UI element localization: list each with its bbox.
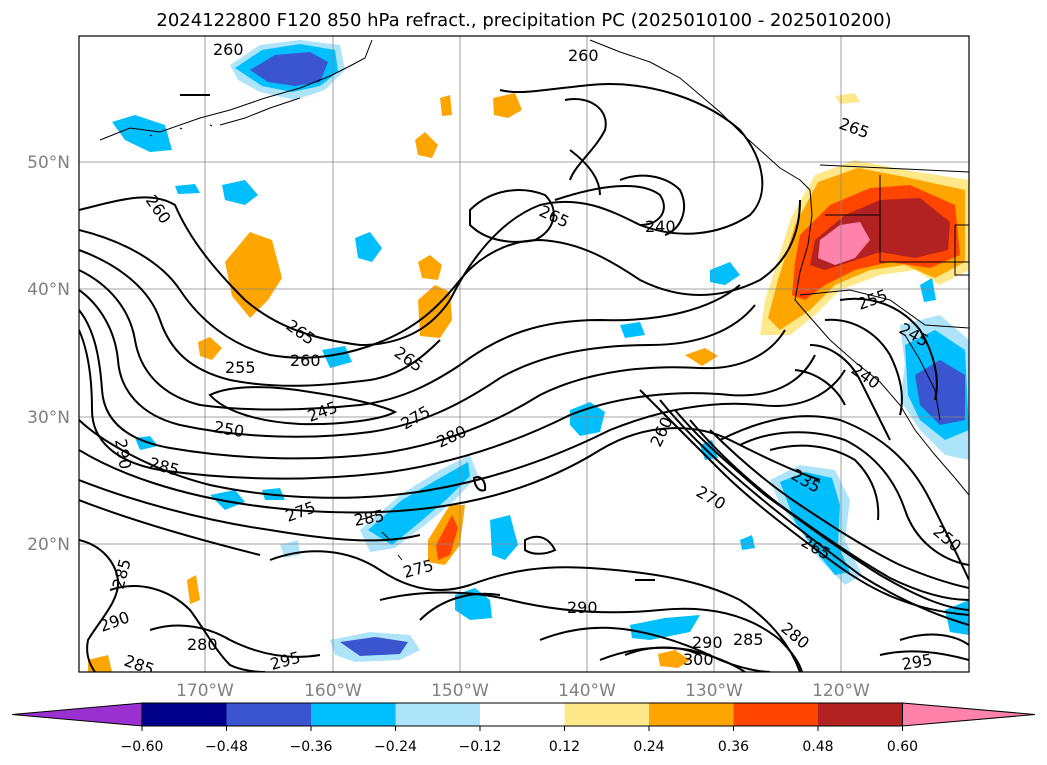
lon-label: 140°W: [558, 681, 616, 701]
lat-label: 40°N: [27, 280, 70, 300]
contour-label: 240: [645, 217, 676, 236]
colorbar-segment: [226, 703, 312, 726]
contour-label: 260: [290, 351, 321, 370]
colorbar-segment: [395, 703, 481, 726]
colorbar-tick-label: −0.48: [205, 739, 248, 755]
colorbar: −0.60 −0.48 −0.36 −0.24 −0.12 0.12 0.24 0.36 0.4…: [11, 702, 1036, 755]
map-panel: 260 260 265 260 265 265 260 255 265 245 …: [79, 36, 969, 674]
colorbar-tick-label: −0.12: [459, 739, 502, 755]
colorbar-extend-low: [11, 702, 143, 727]
figure-title: 2024122800 F120 850 hPa refract., precip…: [156, 10, 891, 31]
colorbar-segment: [142, 703, 227, 726]
lon-label: 150°W: [431, 681, 489, 701]
colorbar-tick-label: −0.60: [121, 739, 164, 755]
coastlines: [99, 39, 969, 561]
contour-label: 260: [568, 46, 599, 65]
lon-label: 160°W: [304, 681, 362, 701]
contour-label: 290: [567, 598, 598, 617]
precipitation-negative-shading: [112, 40, 969, 662]
colorbar-tick-label: 0.36: [718, 739, 749, 755]
colorbar-segment: [818, 703, 903, 726]
contour-label: 280: [187, 635, 218, 654]
colorbar-tick-label: −0.24: [374, 739, 417, 755]
colorbar-tick-label: 0.60: [887, 739, 918, 755]
map-frame: [78, 35, 970, 673]
refractivity-contours: [79, 83, 969, 672]
contour-label: 285: [733, 630, 764, 649]
contour-label: 260: [213, 40, 244, 59]
colorbar-tick-label: −0.36: [290, 739, 333, 755]
colorbar-tick-label: 0.24: [633, 739, 664, 755]
lat-label: 50°N: [27, 153, 70, 173]
contour-label: 300: [683, 650, 714, 669]
colorbar-tick-label: 0.48: [802, 739, 833, 755]
colorbar-outline: [141, 702, 903, 727]
colorbar-segment: [480, 703, 565, 726]
lat-label: 20°N: [27, 535, 70, 555]
colorbar-segment: [311, 703, 396, 726]
lat-label: 30°N: [27, 408, 70, 428]
contour-label: 290: [692, 633, 723, 652]
colorbar-extend-high: [902, 702, 1036, 727]
colorbar-tick-label: 0.12: [549, 739, 580, 755]
contour-label: 255: [225, 358, 256, 377]
lon-label: 130°W: [685, 681, 743, 701]
lon-label: 120°W: [812, 681, 870, 701]
longitude-labels: 170°W 160°W 150°W 140°W 130°W 120°W: [176, 681, 870, 701]
colorbar-segment: [733, 703, 819, 726]
contour-label: 295: [900, 650, 933, 674]
latitude-labels: 50°N 40°N 30°N 20°N: [27, 153, 70, 555]
precipitation-positive-shading: [88, 93, 969, 672]
colorbar-segment: [649, 703, 734, 726]
colorbar-segment: [564, 703, 650, 726]
lon-label: 170°W: [176, 681, 234, 701]
